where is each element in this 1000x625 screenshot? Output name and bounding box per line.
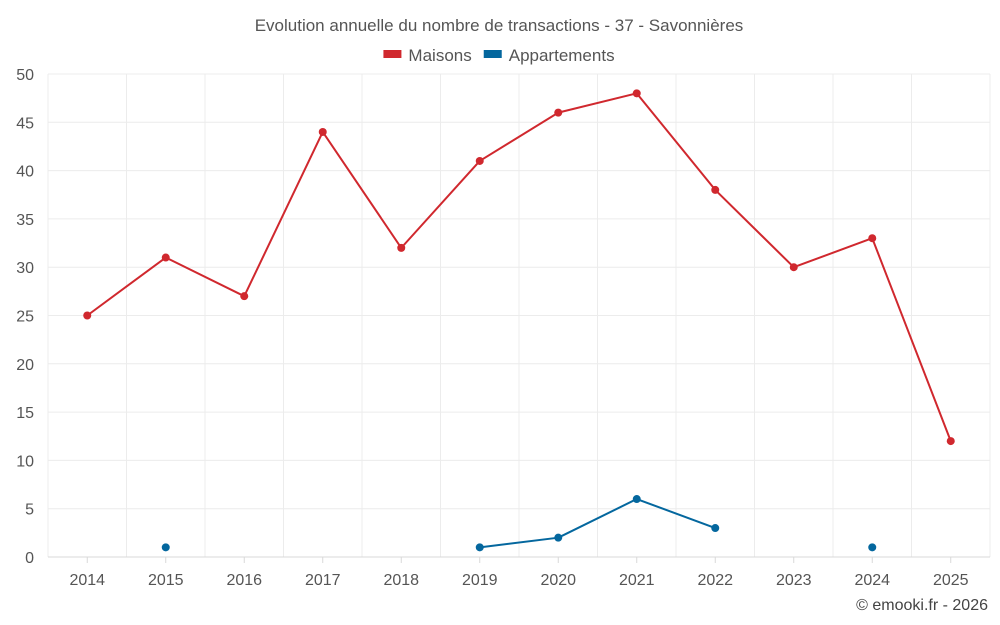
y-tick-label: 25 bbox=[16, 309, 34, 326]
x-tick-label: 2022 bbox=[697, 572, 733, 589]
y-tick-label: 0 bbox=[25, 550, 34, 567]
x-tick-label: 2023 bbox=[776, 572, 812, 589]
data-point-appartements[interactable] bbox=[711, 524, 720, 533]
y-tick-label: 40 bbox=[16, 164, 34, 181]
data-point-maisons[interactable] bbox=[161, 253, 170, 262]
x-tick-label: 2021 bbox=[619, 572, 655, 589]
data-point-maisons[interactable] bbox=[397, 243, 406, 252]
x-tick-label: 2018 bbox=[383, 572, 419, 589]
y-tick-label: 10 bbox=[16, 453, 34, 470]
data-point-maisons[interactable] bbox=[554, 108, 563, 117]
y-tick-label: 5 bbox=[25, 502, 34, 519]
data-point-maisons[interactable] bbox=[946, 437, 955, 446]
x-axis: 2014 2015 2016 2017 2018 2019 2020 2021 2022 2023… bbox=[48, 556, 990, 589]
x-tick-label: 2019 bbox=[462, 572, 498, 589]
grid bbox=[47, 73, 991, 558]
legend-swatch bbox=[483, 50, 502, 58]
x-tick-label: 2016 bbox=[226, 572, 262, 589]
y-tick-label: 50 bbox=[16, 67, 34, 84]
data-point-maisons[interactable] bbox=[83, 311, 92, 320]
copyright-credit: © emooki.fr - 2026 bbox=[856, 597, 988, 614]
x-tick-label: 2015 bbox=[148, 572, 184, 589]
legend-item-maisons[interactable]: Maisons bbox=[383, 46, 472, 65]
y-tick-label: 15 bbox=[16, 405, 34, 422]
series-maisons bbox=[83, 89, 955, 446]
y-tick-label: 20 bbox=[16, 357, 34, 374]
data-point-maisons[interactable] bbox=[868, 234, 877, 243]
data-point-appartements[interactable] bbox=[868, 543, 877, 552]
x-tick-label: 2014 bbox=[69, 572, 105, 589]
series-line-appartements bbox=[479, 498, 716, 549]
chart-title: Evolution annuelle du nombre de transact… bbox=[255, 16, 744, 35]
y-tick-label: 35 bbox=[16, 212, 34, 229]
legend-label: Appartements bbox=[509, 46, 615, 65]
x-tick-label: 2025 bbox=[933, 572, 969, 589]
x-tick-label: 2020 bbox=[540, 572, 576, 589]
data-point-appartements[interactable] bbox=[632, 495, 641, 504]
x-tick-label: 2017 bbox=[305, 572, 341, 589]
data-point-maisons[interactable] bbox=[711, 185, 720, 194]
series-appartements bbox=[161, 495, 877, 552]
data-point-maisons[interactable] bbox=[632, 89, 641, 98]
series-line-maisons bbox=[86, 92, 952, 442]
legend-item-appartements[interactable]: Appartements bbox=[483, 46, 615, 65]
series-layer bbox=[83, 89, 955, 552]
legend-swatch bbox=[383, 50, 402, 58]
data-point-maisons[interactable] bbox=[240, 292, 249, 301]
y-axis: 0 5 10 15 20 25 30 35 40 45 50 bbox=[16, 67, 34, 567]
y-tick-label: 45 bbox=[16, 115, 34, 132]
data-point-appartements[interactable] bbox=[161, 543, 170, 552]
y-tick-label: 30 bbox=[16, 260, 34, 277]
legend: Maisons Appartements bbox=[383, 46, 615, 65]
data-point-maisons[interactable] bbox=[789, 263, 798, 272]
legend-label: Maisons bbox=[408, 46, 471, 65]
x-tick-label: 2024 bbox=[854, 572, 890, 589]
data-point-appartements[interactable] bbox=[475, 543, 484, 552]
data-point-appartements[interactable] bbox=[554, 533, 563, 542]
data-point-maisons[interactable] bbox=[475, 156, 484, 165]
data-point-maisons[interactable] bbox=[318, 127, 327, 136]
